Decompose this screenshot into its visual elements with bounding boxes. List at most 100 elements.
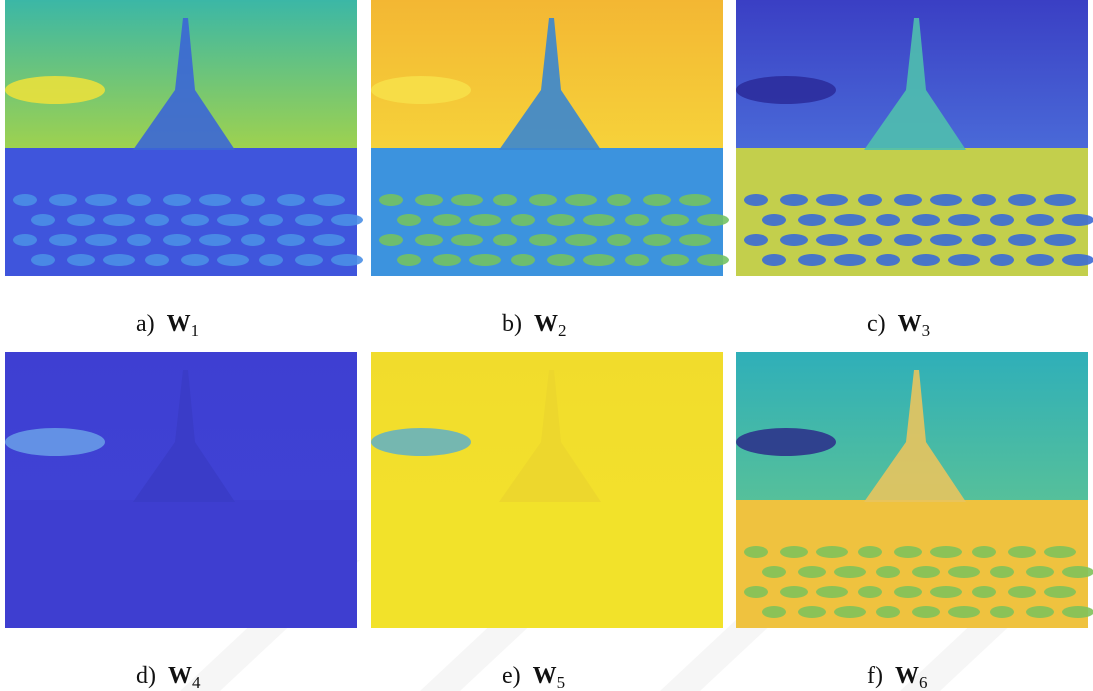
stone bbox=[259, 254, 283, 266]
stone bbox=[163, 194, 191, 206]
stone bbox=[858, 234, 882, 246]
stone bbox=[433, 214, 461, 226]
caption-label: f) bbox=[867, 663, 883, 689]
stone bbox=[972, 194, 996, 206]
stone bbox=[762, 254, 786, 266]
stone bbox=[816, 194, 848, 206]
stone bbox=[295, 214, 323, 226]
stone bbox=[780, 194, 808, 206]
stone bbox=[894, 194, 922, 206]
stone bbox=[858, 546, 882, 558]
stone bbox=[313, 234, 345, 246]
stone bbox=[625, 254, 649, 266]
stone bbox=[103, 214, 135, 226]
stone bbox=[313, 194, 345, 206]
stone bbox=[511, 254, 535, 266]
stone bbox=[1026, 214, 1054, 226]
stone bbox=[798, 254, 826, 266]
stone bbox=[31, 254, 55, 266]
stone bbox=[1008, 234, 1036, 246]
stone bbox=[31, 214, 55, 226]
stone bbox=[679, 194, 711, 206]
stone bbox=[565, 234, 597, 246]
stone bbox=[397, 214, 421, 226]
caption: f) W6 bbox=[867, 663, 927, 691]
caption: e)W5 bbox=[502, 663, 565, 691]
stone bbox=[241, 194, 265, 206]
stone bbox=[607, 194, 631, 206]
caption-label: b) bbox=[502, 311, 522, 337]
caption-label: e) bbox=[502, 663, 521, 689]
stone bbox=[912, 254, 940, 266]
caption-symbol: W bbox=[895, 663, 919, 689]
stone bbox=[583, 254, 615, 266]
stone bbox=[912, 566, 940, 578]
stone bbox=[972, 586, 996, 598]
cloud bbox=[736, 428, 836, 456]
caption-symbol: W bbox=[898, 311, 922, 337]
stone bbox=[834, 214, 866, 226]
stone bbox=[876, 606, 900, 618]
stone bbox=[1008, 194, 1036, 206]
stone bbox=[948, 566, 980, 578]
stone bbox=[834, 606, 866, 618]
stone bbox=[930, 194, 962, 206]
stone bbox=[930, 234, 962, 246]
stone bbox=[277, 194, 305, 206]
stone bbox=[13, 234, 37, 246]
stone bbox=[331, 214, 363, 226]
stone bbox=[1062, 566, 1093, 578]
caption-symbol: W bbox=[167, 311, 191, 337]
stone bbox=[1008, 586, 1036, 598]
stone bbox=[816, 234, 848, 246]
panel-image bbox=[5, 0, 363, 276]
caption-label: d) bbox=[136, 663, 156, 689]
stone bbox=[816, 586, 848, 598]
caption: c)W3 bbox=[867, 311, 930, 340]
figure: a)W1b)W2c)W3d)W4e)W5f)W6 bbox=[0, 0, 1093, 691]
cloud bbox=[371, 76, 471, 104]
stone bbox=[163, 234, 191, 246]
stone bbox=[85, 234, 117, 246]
stone bbox=[744, 234, 768, 246]
stone bbox=[990, 214, 1014, 226]
stone bbox=[798, 214, 826, 226]
stone bbox=[127, 234, 151, 246]
panel-image bbox=[736, 352, 1093, 628]
stone bbox=[679, 234, 711, 246]
stone bbox=[49, 194, 77, 206]
stone bbox=[1044, 546, 1076, 558]
stone bbox=[990, 566, 1014, 578]
stone bbox=[469, 214, 501, 226]
caption-subscript: 6 bbox=[919, 673, 928, 691]
stone bbox=[798, 606, 826, 618]
stone bbox=[145, 254, 169, 266]
stone bbox=[858, 586, 882, 598]
stone bbox=[930, 586, 962, 598]
stone bbox=[762, 214, 786, 226]
stone bbox=[972, 546, 996, 558]
cloud bbox=[736, 76, 836, 104]
caption-subscript: 4 bbox=[192, 673, 201, 691]
stone bbox=[493, 194, 517, 206]
stone bbox=[199, 234, 231, 246]
stone bbox=[67, 254, 95, 266]
stone bbox=[1062, 606, 1093, 618]
stone bbox=[762, 566, 786, 578]
stone bbox=[451, 234, 483, 246]
stone bbox=[127, 194, 151, 206]
stone bbox=[1026, 566, 1054, 578]
caption-subscript: 1 bbox=[191, 321, 200, 340]
stone bbox=[217, 214, 249, 226]
stone bbox=[1044, 194, 1076, 206]
ground bbox=[5, 500, 357, 628]
stone bbox=[1062, 214, 1093, 226]
stone bbox=[858, 194, 882, 206]
caption-symbol: W bbox=[534, 311, 558, 337]
stone bbox=[894, 234, 922, 246]
cloud bbox=[5, 76, 105, 104]
stone bbox=[433, 254, 461, 266]
stone bbox=[816, 546, 848, 558]
caption: b)W2 bbox=[502, 311, 567, 340]
caption-label: a) bbox=[136, 311, 155, 337]
